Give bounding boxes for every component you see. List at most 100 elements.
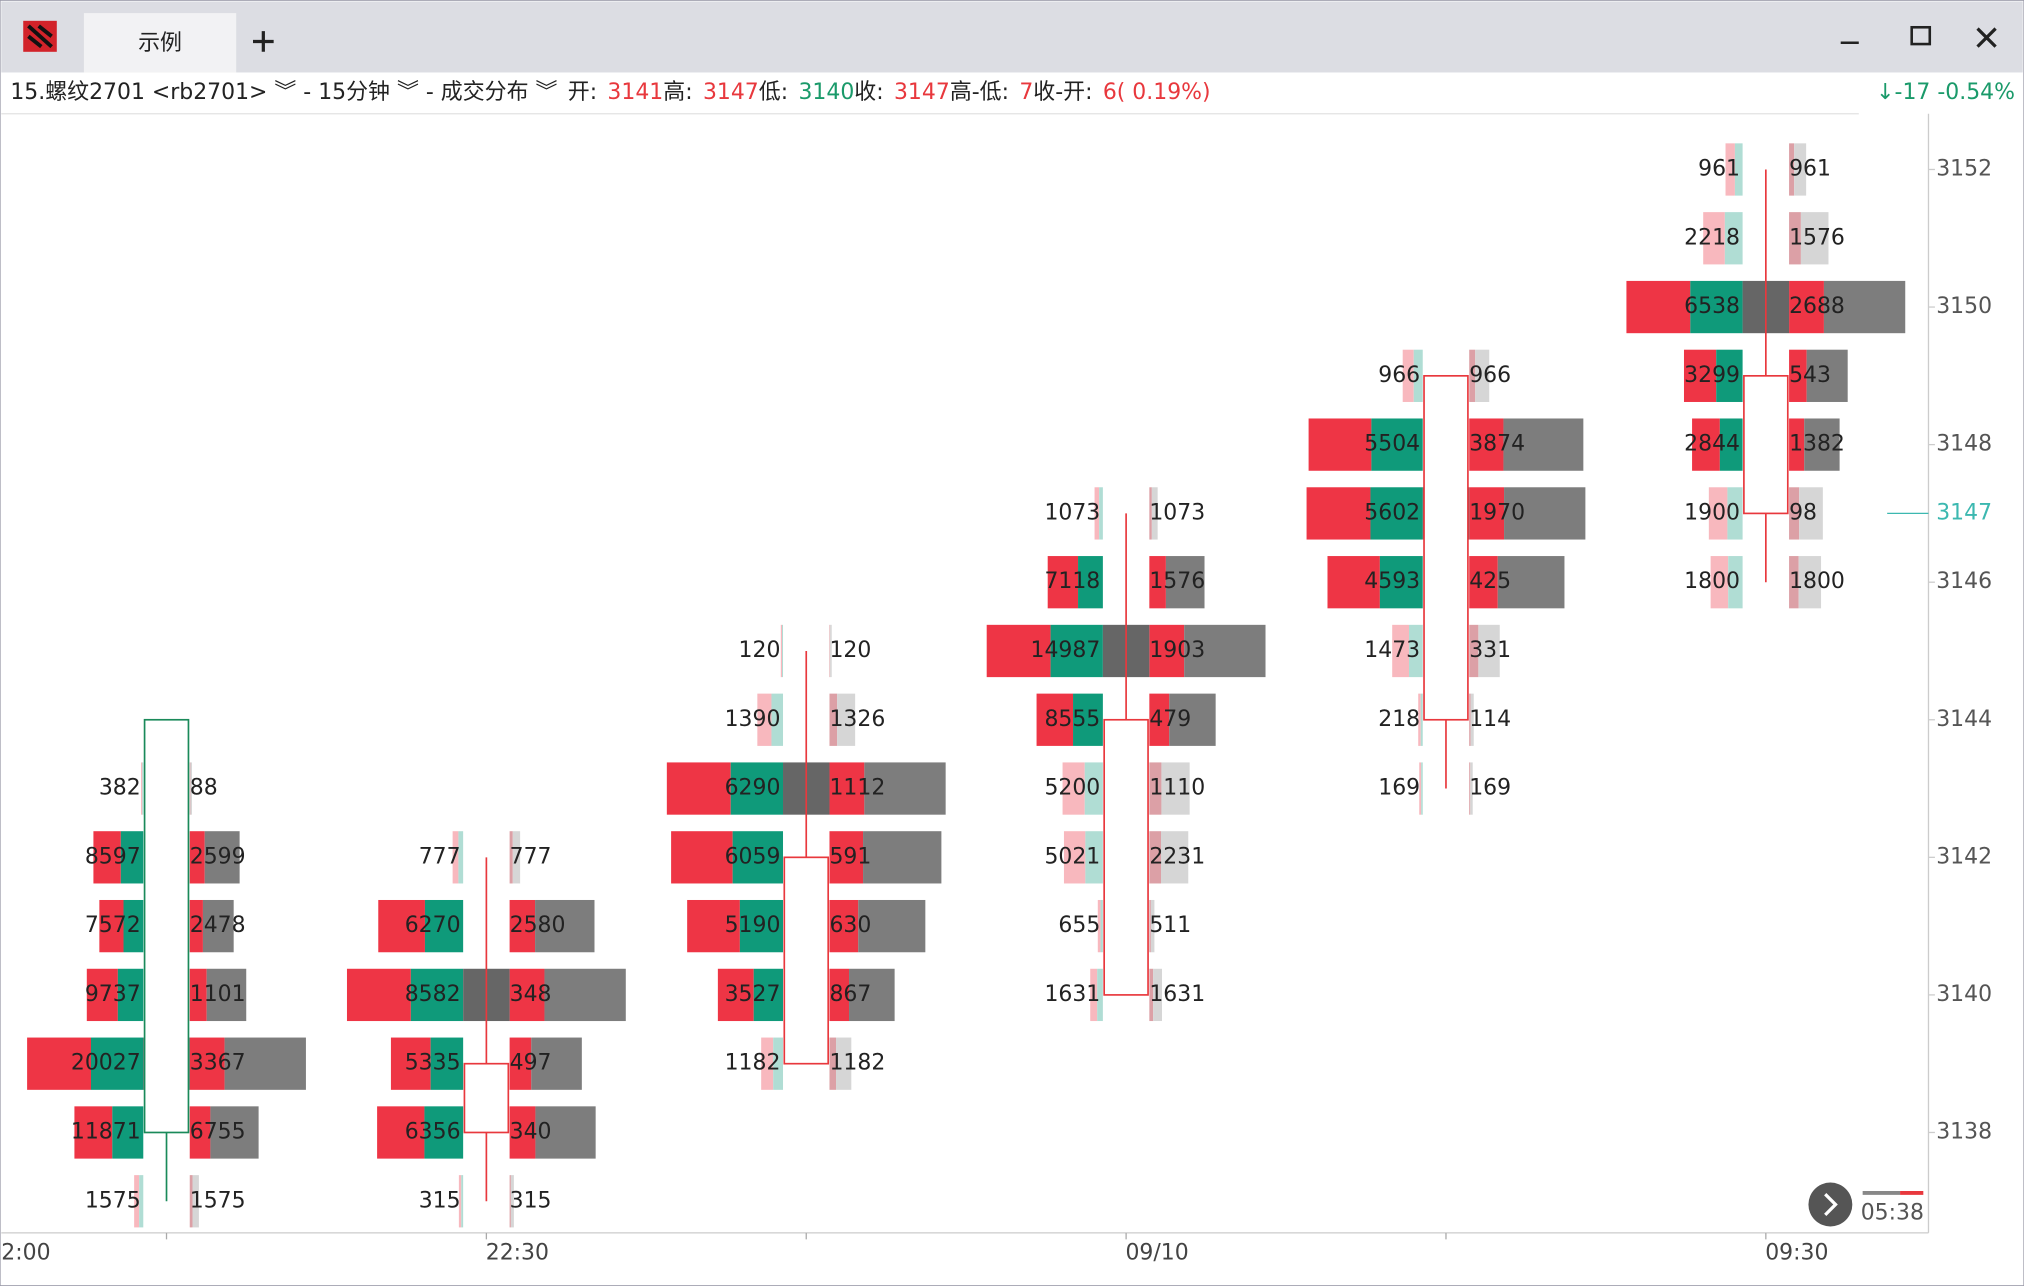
label: 收:	[854, 80, 883, 105]
ask-bar	[864, 762, 946, 815]
bid-bar	[1306, 487, 1371, 540]
bid-bar	[123, 899, 144, 953]
y-tick-label: 3138	[1936, 1119, 1992, 1144]
ask-bar	[224, 1037, 306, 1090]
bid-bar	[757, 693, 772, 746]
ask-bar	[1478, 624, 1500, 678]
scroll-button[interactable]	[1808, 1182, 1853, 1227]
bid-bar	[717, 968, 754, 1022]
bid-volume: 120	[739, 638, 781, 663]
bid-volume: 9737	[85, 982, 141, 1007]
bid-bar	[93, 831, 121, 884]
ask-bar	[1804, 418, 1840, 471]
ask-bar	[1469, 487, 1505, 540]
value: 3147	[894, 80, 950, 105]
bid-bar	[1703, 212, 1725, 265]
ask-bar	[509, 1175, 511, 1228]
bid-bar	[27, 1037, 92, 1090]
ask-bar	[509, 899, 536, 953]
new-tab[interactable]	[253, 31, 274, 52]
bid-bar	[1047, 556, 1079, 609]
label: 开:	[568, 80, 597, 105]
bid-volume: 5602	[1364, 500, 1420, 525]
bid-bar	[139, 1175, 144, 1228]
ask-bar	[190, 762, 192, 815]
ask-volume: 543	[1789, 363, 1831, 388]
y-tick-label: 3140	[1936, 982, 1992, 1007]
ask-bar	[206, 968, 247, 1022]
ask-volume: 315	[510, 1188, 552, 1213]
bid-bar	[1097, 968, 1103, 1022]
bid-volume: 7572	[85, 913, 141, 938]
bid-bar	[390, 1037, 431, 1090]
ask-bar	[863, 831, 942, 884]
bid-bar	[1708, 487, 1728, 540]
bid-bar	[1327, 556, 1380, 609]
ask-volume: 1073	[1149, 500, 1205, 525]
bid-bar	[1097, 899, 1101, 953]
bid-volume: 382	[99, 776, 141, 801]
ask-bar	[1149, 968, 1154, 1022]
bid-bar	[782, 624, 784, 678]
bid-volume: 3527	[725, 982, 781, 1007]
bid-bar	[1626, 280, 1691, 334]
candle-body	[1743, 374, 1789, 515]
tab-label[interactable]: 示例	[138, 31, 182, 56]
ask-volume: 88	[190, 776, 218, 801]
ask-volume: 1576	[1789, 225, 1845, 250]
bid-volume: 8555	[1044, 707, 1100, 732]
bid-bar	[346, 968, 411, 1022]
ask-volume: 1382	[1789, 432, 1845, 457]
bid-bar	[1420, 693, 1423, 746]
bid-volume: 1182	[725, 1051, 781, 1076]
ask-bar	[1806, 349, 1848, 402]
ask-bar	[829, 831, 864, 884]
ask-bar	[531, 1037, 582, 1090]
bid-bar	[1716, 349, 1743, 402]
bid-volume: 6538	[1684, 294, 1740, 319]
y-tick-label: 3142	[1936, 844, 1992, 869]
bid-bar	[377, 1106, 425, 1159]
ask-bar	[1799, 487, 1823, 540]
ask-bar	[829, 624, 831, 678]
bid-volume: 315	[419, 1188, 461, 1213]
bid-bar	[1408, 624, 1423, 678]
ask-bar	[202, 899, 234, 953]
ask-bar	[1789, 556, 1799, 609]
ask-bar	[1149, 487, 1152, 540]
ask-bar	[509, 831, 513, 884]
ask-volume: 966	[1469, 363, 1511, 388]
ask-bar	[1789, 487, 1800, 540]
quote: ↓-17 -0.54%	[1876, 80, 2015, 105]
bid-bar	[424, 1106, 464, 1159]
maximize[interactable]	[1910, 25, 1932, 46]
bid-bar	[1063, 831, 1086, 884]
bid-volume: 5190	[725, 913, 781, 938]
bid-bar	[1683, 349, 1717, 402]
ask-volume: 340	[510, 1119, 552, 1144]
candle-body	[463, 1062, 510, 1134]
label: 收-开:	[1033, 80, 1092, 105]
ask-bar	[544, 968, 626, 1022]
bid-volume: 5504	[1364, 432, 1420, 457]
ask-bar	[1151, 487, 1158, 540]
ask-bar	[189, 1037, 225, 1090]
ask-volume: 1112	[829, 776, 885, 801]
ask-bar	[829, 693, 838, 746]
close[interactable]	[1976, 27, 1997, 48]
bid-volume: 1390	[725, 707, 781, 732]
ask-bar	[829, 968, 850, 1022]
label: 高:	[663, 80, 692, 105]
tab[interactable]	[83, 13, 237, 73]
ask-bar	[1497, 556, 1565, 609]
label: 高-低:	[950, 80, 1009, 105]
bid-volume: 3299	[1684, 363, 1740, 388]
ask-bar	[1794, 143, 1807, 196]
value: 3140	[798, 80, 854, 105]
ask-volume: 867	[829, 982, 871, 1007]
value: 7	[1019, 80, 1033, 105]
ask-bar	[510, 1175, 514, 1228]
scroll-arrow	[1824, 1193, 1838, 1216]
bid-volume: 11871	[71, 1119, 141, 1144]
